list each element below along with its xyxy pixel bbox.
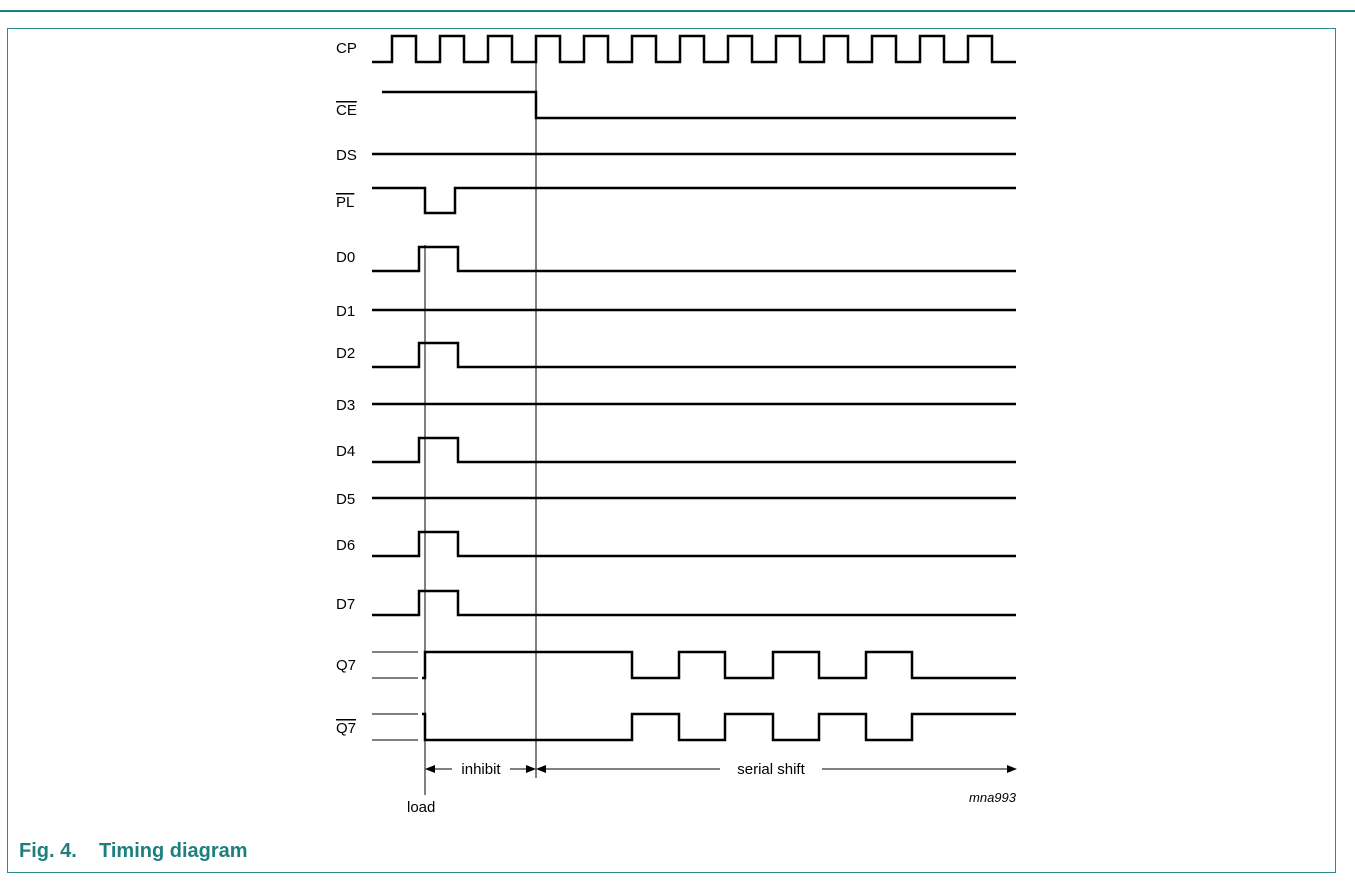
signal-label-d3: D3 xyxy=(336,397,355,414)
figure-title: Timing diagram xyxy=(99,840,248,862)
waveform-pl-bar xyxy=(372,186,1016,215)
top-rule xyxy=(0,10,1355,12)
signal-label-d2: D2 xyxy=(336,345,355,362)
signal-labels: CP CE DS PL D0 D1 D2 D3 D4 D5 D6 D7 Q7 Q… xyxy=(336,40,357,737)
waveform-cp xyxy=(372,34,1016,64)
signal-label-pl-bar: PL xyxy=(336,194,354,211)
figure-frame xyxy=(7,28,1336,873)
signal-label-ds: DS xyxy=(336,147,357,164)
waveform-d2 xyxy=(372,341,1016,369)
signal-label-d1: D1 xyxy=(336,303,355,320)
waveform-d4 xyxy=(372,436,1016,464)
signal-label-d5: D5 xyxy=(336,491,355,508)
figure-number: Fig. 4. xyxy=(19,840,77,862)
signal-label-d6: D6 xyxy=(336,537,355,554)
inhibit-label: inhibit xyxy=(461,761,501,778)
waveform-ce-bar xyxy=(382,90,1016,120)
waveform-d0 xyxy=(372,245,1016,273)
signal-label-d0: D0 xyxy=(336,249,355,266)
signal-label-cp: CP xyxy=(336,40,357,57)
signal-label-d4: D4 xyxy=(336,443,355,460)
load-label: load xyxy=(407,799,435,816)
signal-label-d7: D7 xyxy=(336,596,355,613)
waveform-q7-bar xyxy=(422,712,1016,742)
signal-label-q7-bar: Q7 xyxy=(336,720,356,737)
waveform-d6 xyxy=(372,530,1016,558)
level-ticks xyxy=(372,651,418,741)
signal-label-ce-bar: CE xyxy=(336,102,357,119)
figure-caption: Fig. 4. Timing diagram xyxy=(19,840,248,863)
waveform-q7 xyxy=(422,650,1016,680)
reference-lines xyxy=(424,62,537,795)
waveform-d7 xyxy=(372,589,1016,617)
figure-code: mna993 xyxy=(969,790,1017,805)
serial-shift-label: serial shift xyxy=(737,761,805,778)
signal-label-q7: Q7 xyxy=(336,657,356,674)
waveforms xyxy=(372,34,1016,742)
